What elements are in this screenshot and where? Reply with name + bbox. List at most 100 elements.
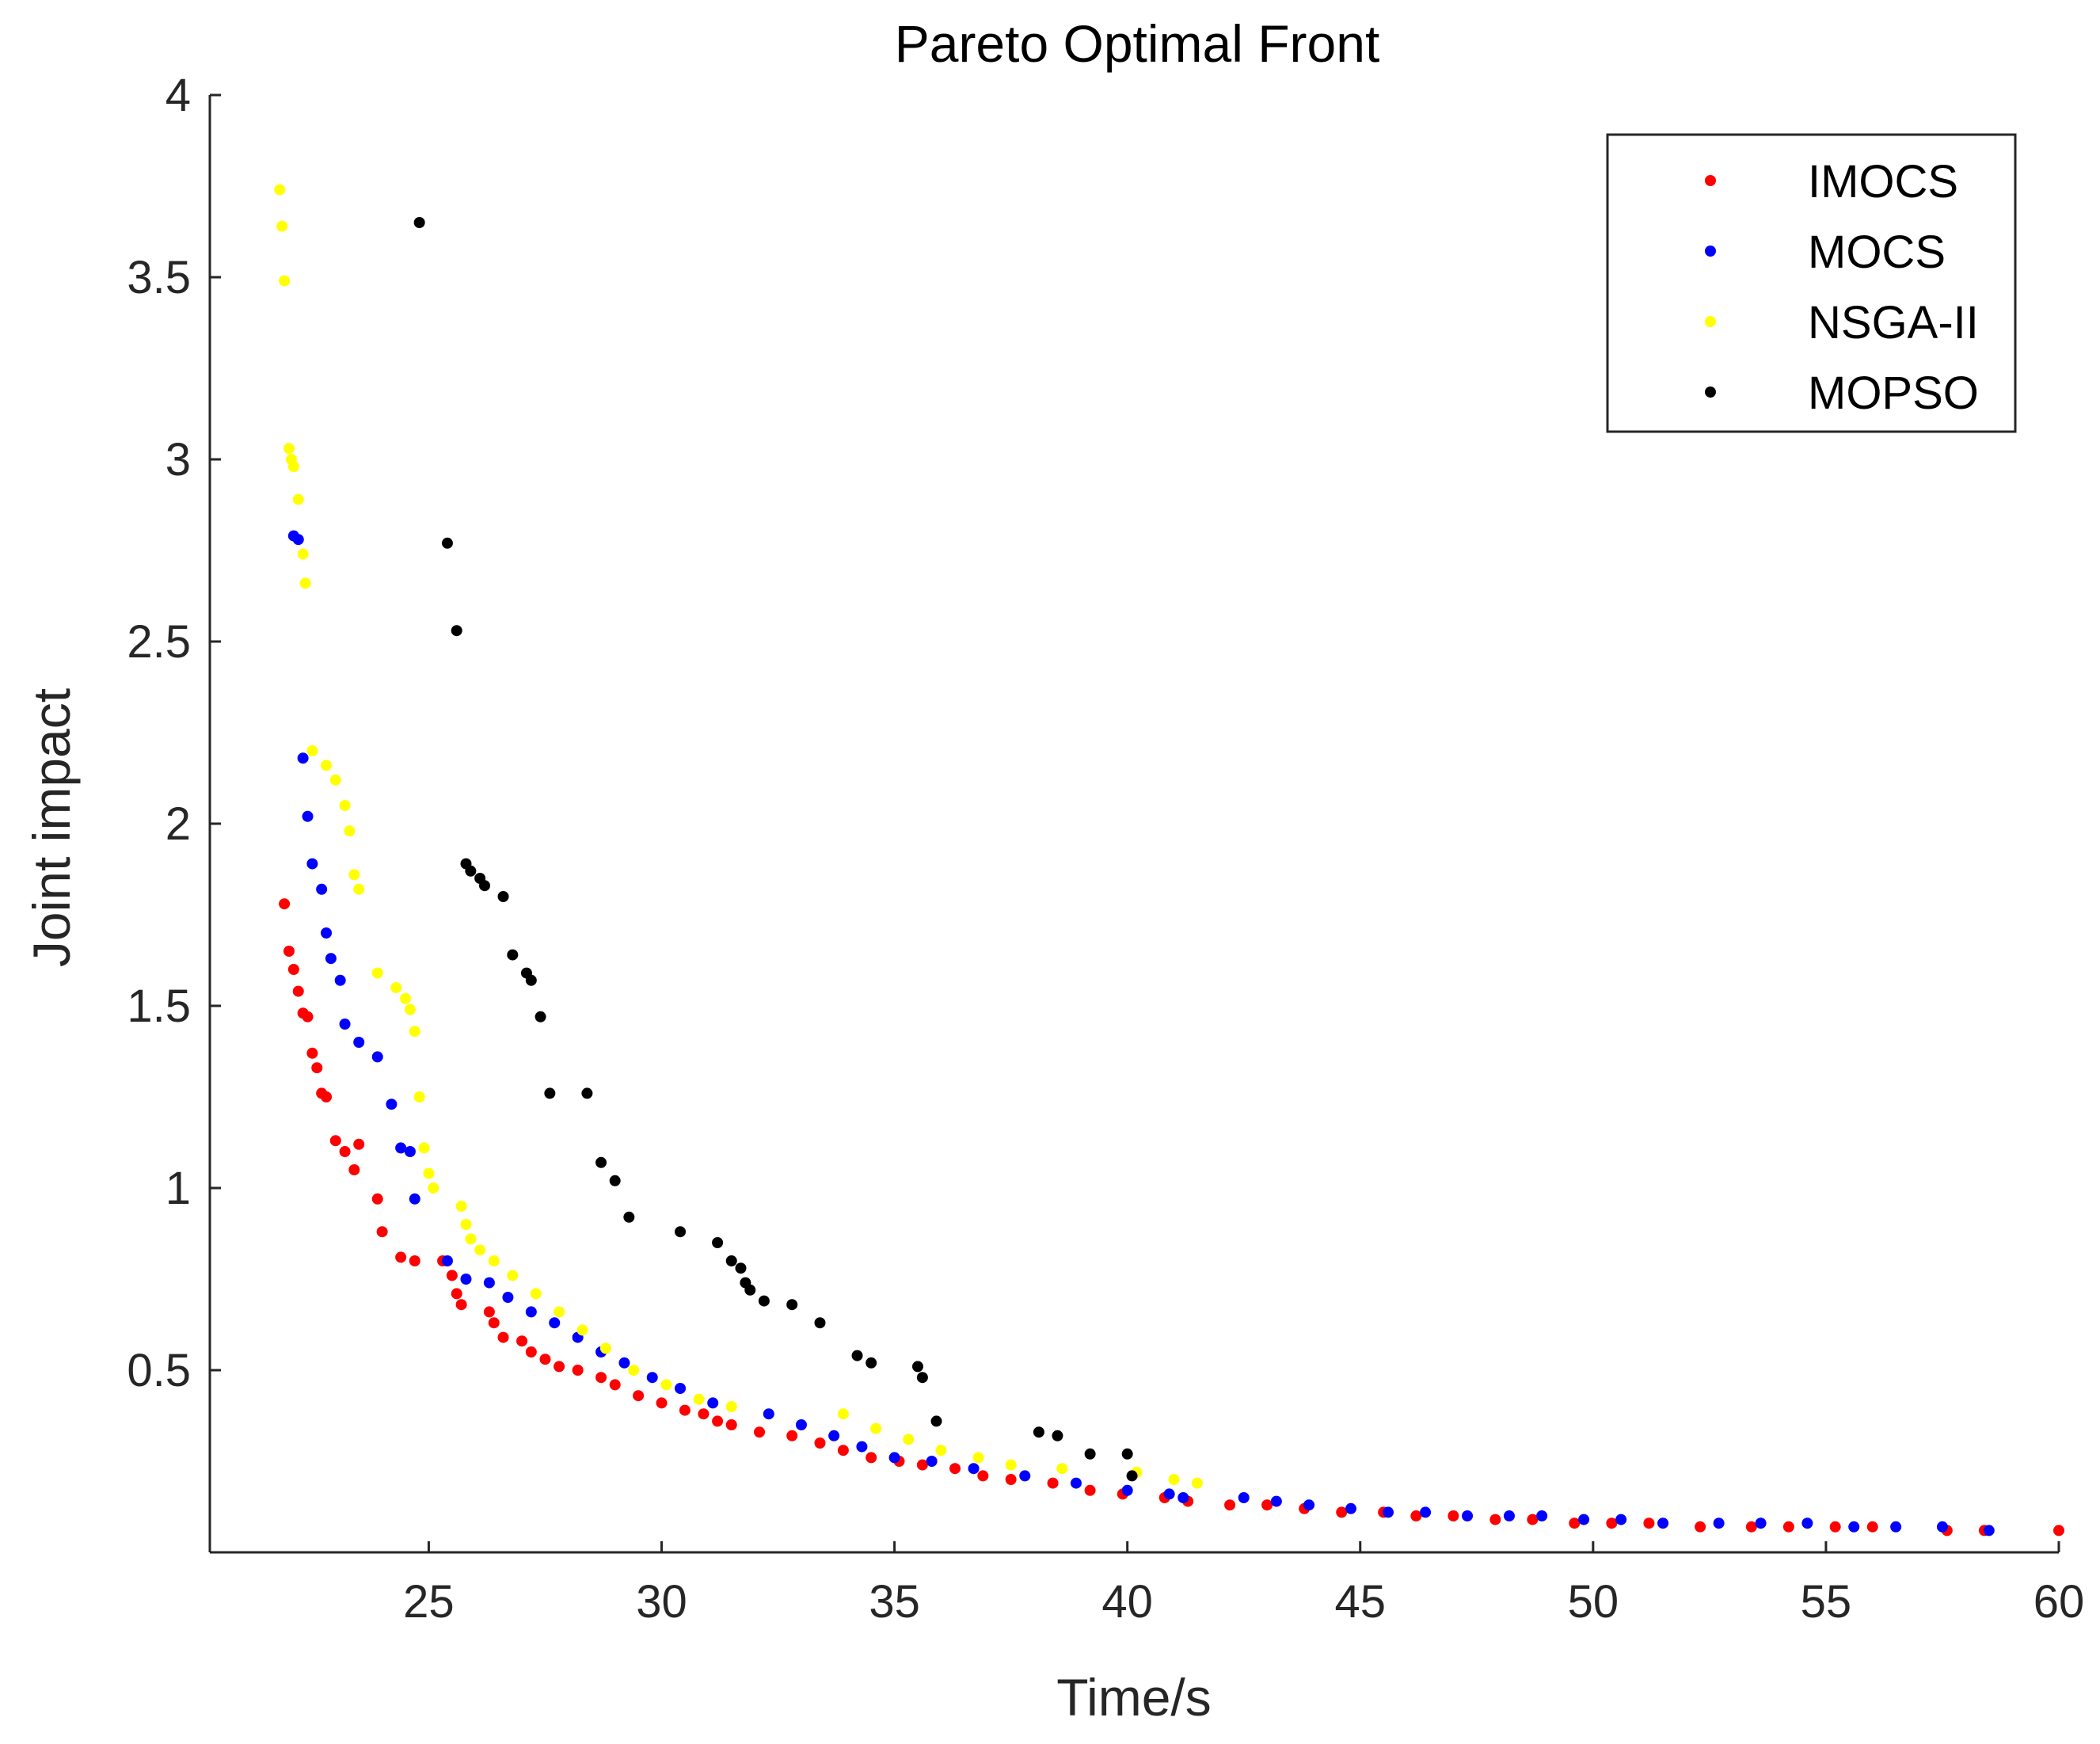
- data-point: [1163, 1488, 1175, 1500]
- data-point: [1033, 1426, 1044, 1438]
- y-tick-label: 1.5: [127, 981, 191, 1032]
- y-tick-label: 3: [165, 434, 191, 486]
- data-point: [623, 1211, 635, 1223]
- y-tick-label: 4: [165, 70, 191, 121]
- data-point: [292, 493, 304, 505]
- data-point: [428, 1182, 439, 1194]
- data-point: [539, 1354, 551, 1365]
- data-point: [1848, 1521, 1860, 1533]
- data-point: [633, 1390, 645, 1402]
- data-point: [279, 898, 291, 910]
- data-point: [595, 1156, 607, 1168]
- series-mopso: [413, 217, 1138, 1482]
- data-point: [279, 275, 291, 287]
- data-point: [1503, 1510, 1515, 1521]
- data-point: [460, 1219, 472, 1230]
- data-point: [725, 1401, 737, 1412]
- data-point: [2053, 1525, 2064, 1536]
- data-point: [311, 1062, 323, 1074]
- x-tick-label: 50: [1568, 1576, 1619, 1628]
- data-point: [609, 1379, 621, 1391]
- data-point: [525, 1306, 537, 1318]
- data-point: [348, 869, 360, 881]
- data-point: [1126, 1470, 1138, 1482]
- data-point: [912, 1361, 924, 1373]
- y-tick-label: 0.5: [127, 1345, 191, 1396]
- data-point: [535, 1011, 546, 1022]
- data-point: [554, 1306, 565, 1318]
- data-point: [754, 1426, 766, 1438]
- data-point: [413, 217, 425, 228]
- data-point: [903, 1434, 915, 1445]
- data-point: [837, 1445, 849, 1457]
- data-point: [581, 1087, 593, 1099]
- data-point: [390, 982, 402, 993]
- data-point: [321, 760, 333, 771]
- data-point: [1866, 1521, 1878, 1533]
- data-point: [935, 1445, 947, 1457]
- data-point: [306, 745, 318, 756]
- data-point: [404, 1003, 416, 1015]
- data-point: [1019, 1470, 1031, 1482]
- data-point: [287, 964, 299, 975]
- data-point: [1224, 1499, 1236, 1511]
- data-point: [451, 1288, 462, 1300]
- data-point: [339, 800, 351, 811]
- data-point: [1578, 1514, 1590, 1525]
- data-point: [488, 1255, 500, 1266]
- legend: IMOCS MOCS NSGA-II MOPSO: [1606, 133, 2017, 433]
- data-point: [1303, 1499, 1315, 1511]
- data-point: [502, 1292, 514, 1303]
- data-point: [712, 1415, 724, 1427]
- legend-entry: MOPSO: [1705, 367, 1979, 419]
- data-point: [530, 1288, 542, 1300]
- data-point: [1536, 1510, 1548, 1521]
- data-point: [483, 1277, 495, 1289]
- data-point: [455, 1299, 467, 1311]
- data-point: [1448, 1510, 1459, 1521]
- data-point: [1052, 1430, 1063, 1441]
- data-point: [483, 1306, 495, 1318]
- data-point: [1121, 1448, 1133, 1460]
- data-point: [329, 1135, 341, 1147]
- x-ticks: 25 30 35 40 45 50 55 60: [403, 1541, 2084, 1628]
- data-point: [386, 1099, 398, 1110]
- data-point: [418, 1142, 430, 1154]
- data-point: [679, 1404, 690, 1416]
- data-point: [968, 1463, 980, 1475]
- data-point: [554, 1361, 565, 1373]
- data-point: [916, 1459, 928, 1471]
- data-point: [465, 865, 477, 877]
- data-point: [735, 1262, 747, 1274]
- data-point: [851, 1350, 863, 1361]
- data-point: [828, 1430, 840, 1441]
- data-point: [371, 1193, 383, 1205]
- data-point: [400, 992, 412, 1004]
- data-point: [376, 1226, 388, 1238]
- data-point: [283, 946, 295, 957]
- data-point: [302, 1011, 314, 1022]
- y-tick-label: 1: [165, 1163, 191, 1214]
- data-point: [786, 1299, 798, 1311]
- data-point: [329, 774, 341, 786]
- x-tick-label: 45: [1335, 1576, 1387, 1628]
- series-nsga-ii: [274, 184, 1203, 1489]
- data-point: [409, 1193, 420, 1205]
- legend-label: NSGA-II: [1808, 297, 1979, 348]
- data-point: [395, 1251, 407, 1263]
- legend-marker: [1705, 175, 1716, 186]
- x-tick-label: 25: [403, 1576, 455, 1628]
- chart-title: Pareto Optimal Front: [895, 14, 1380, 73]
- data-point: [274, 184, 286, 196]
- legend-marker: [1705, 246, 1716, 257]
- y-ticks: 0.5 1 1.5 2 2.5 3 3.5 4: [127, 70, 221, 1396]
- data-point: [1462, 1510, 1474, 1521]
- data-point: [1005, 1474, 1017, 1485]
- data-point: [479, 880, 491, 892]
- data-point: [1336, 1506, 1348, 1518]
- data-point: [446, 1270, 458, 1281]
- x-tick-label: 55: [1801, 1576, 1852, 1628]
- data-point: [725, 1255, 737, 1266]
- data-point: [1829, 1521, 1841, 1533]
- data-point: [572, 1365, 584, 1376]
